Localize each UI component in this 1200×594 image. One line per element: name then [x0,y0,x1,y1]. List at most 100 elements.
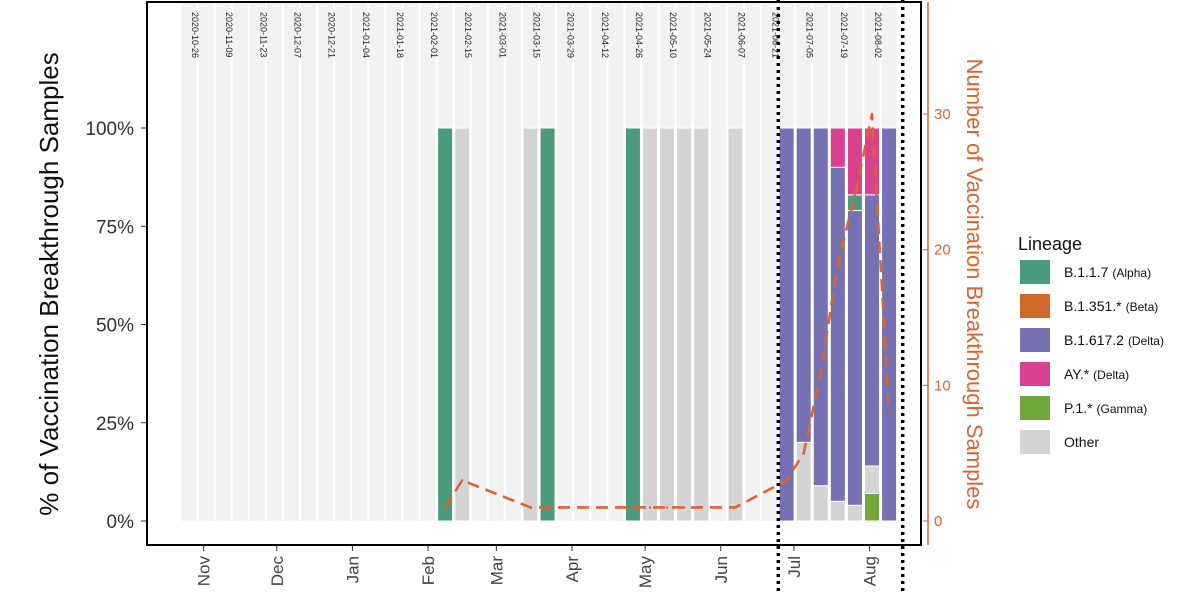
count-line [443,112,891,509]
count-point [648,506,652,509]
legend-label-beta: B.1.351.* (Beta) [1064,298,1158,314]
empty-week-bar [181,2,197,521]
bar-segment-other [829,500,846,522]
y-tick-label: 50% [96,316,134,337]
count-point [853,194,857,197]
week-label: 2021-03-15 [532,12,542,58]
empty-week-bar [318,2,334,521]
bar-segment-delta [829,166,846,502]
week-label: 2021-05-24 [702,12,712,58]
count-point [785,479,788,482]
empty-week-bar [403,2,419,521]
empty-week-bar [471,2,487,521]
bar-segment-ay [829,127,846,168]
bar-segment-alpha [624,127,641,522]
month-label: Dec [268,556,287,587]
month-label: May [636,556,655,589]
week-labels: 2020-10-26 2020-11-09 2020-11-23 2020-12-07… [190,12,883,58]
bar-segment-other [659,127,676,522]
bar-segment-delta [846,210,863,506]
legend-swatch-delta [1020,328,1050,352]
empty-week-bar [369,2,385,521]
empty-week-bar [557,2,573,521]
bar-segment-other [522,127,539,522]
legend-label-text: P.1.* [1064,400,1093,416]
week-label: 2021-03-01 [497,12,507,58]
week-label: 2020-10-26 [190,12,200,58]
empty-week-bar [198,2,214,521]
count-point [802,451,805,455]
legend-label-text: AY.* [1064,366,1090,382]
month-label: Jun [712,556,731,583]
bar-segment-other [693,127,710,522]
month-label: Aug [861,556,880,586]
plot-frame [146,1,922,546]
bar-segment-delta [881,127,898,522]
count-point [443,506,447,509]
legend-label-alpha: B.1.1.7 (Alpha) [1064,264,1151,280]
empty-week-bar [215,2,231,521]
empty-week-bar [744,2,760,521]
y-tick-label: 100% [85,119,134,140]
count-point [819,370,822,373]
week-label: 2021-03-29 [566,12,576,58]
count-point [461,479,464,482]
bar-segment-alpha [539,127,556,522]
bar-segment-other [727,127,744,522]
y2-tick-label: 20 [934,242,951,259]
count-point [546,506,549,509]
count-point [887,411,891,414]
bar-segment-other [454,127,471,522]
bar-segment-delta [795,127,812,443]
week-label: 2021-04-26 [634,12,644,58]
lineage-stacked-bars [437,127,898,522]
bar-segment-gamma [864,492,880,522]
legend-label-text: B.1.1.7 [1064,264,1109,280]
count-point [631,506,635,509]
bar-segment-delta [864,194,880,467]
week-label: 2021-06-07 [736,12,746,58]
empty-week-bar [488,2,504,521]
empty-week-bar [352,2,368,521]
legend-sub-text: (Delta) [1128,334,1164,348]
empty-week-bar [608,2,624,521]
legend-swatch-alpha [1020,260,1050,284]
week-label: 2021-02-15 [463,12,473,58]
month-label: Feb [419,556,438,585]
y-tick-label: 0% [107,512,135,533]
empty-week-bar [710,2,726,521]
week-label: 2020-11-09 [224,12,234,57]
legend-swatch-beta [1020,294,1050,318]
y-tick-label: 25% [96,414,134,435]
legend-swatch-other [1020,430,1050,454]
week-label: 2021-07-05 [805,12,815,58]
count-point [870,112,874,116]
count-point [734,506,737,509]
bar-segment-ay [846,127,863,196]
week-label: 2021-02-01 [429,12,439,58]
bar-segment-other [812,485,829,522]
legend-label-text: B.1.351.* [1064,298,1122,314]
empty-week-bar [420,2,436,521]
count-point [682,506,686,509]
empty-week-bar [591,2,607,521]
bar-segment-other [846,504,863,522]
legend-label-ay: AY.* (Delta) [1064,366,1129,382]
bar-segment-other [642,127,659,522]
empty-week-bar [249,2,265,521]
month-label: Jan [343,556,362,583]
empty-week-bar [301,2,317,521]
empty-week-bar [266,2,282,521]
legend-label-text: Other [1064,434,1099,450]
month-label: Apr [563,556,582,583]
legend-title: Lineage [1018,234,1082,254]
bar-segment-alpha [437,127,454,522]
empty-week-bar [386,2,402,521]
count-point [836,262,840,265]
legend: Lineage B.1.1.7 (Alpha)B.1.351.* (Beta)B.1… [1018,234,1164,454]
week-label: 2020-11-23 [258,12,268,57]
week-label: 2020-12-07 [292,12,302,58]
week-label: 2021-01-04 [361,12,371,58]
empty-week-bar [335,2,351,521]
